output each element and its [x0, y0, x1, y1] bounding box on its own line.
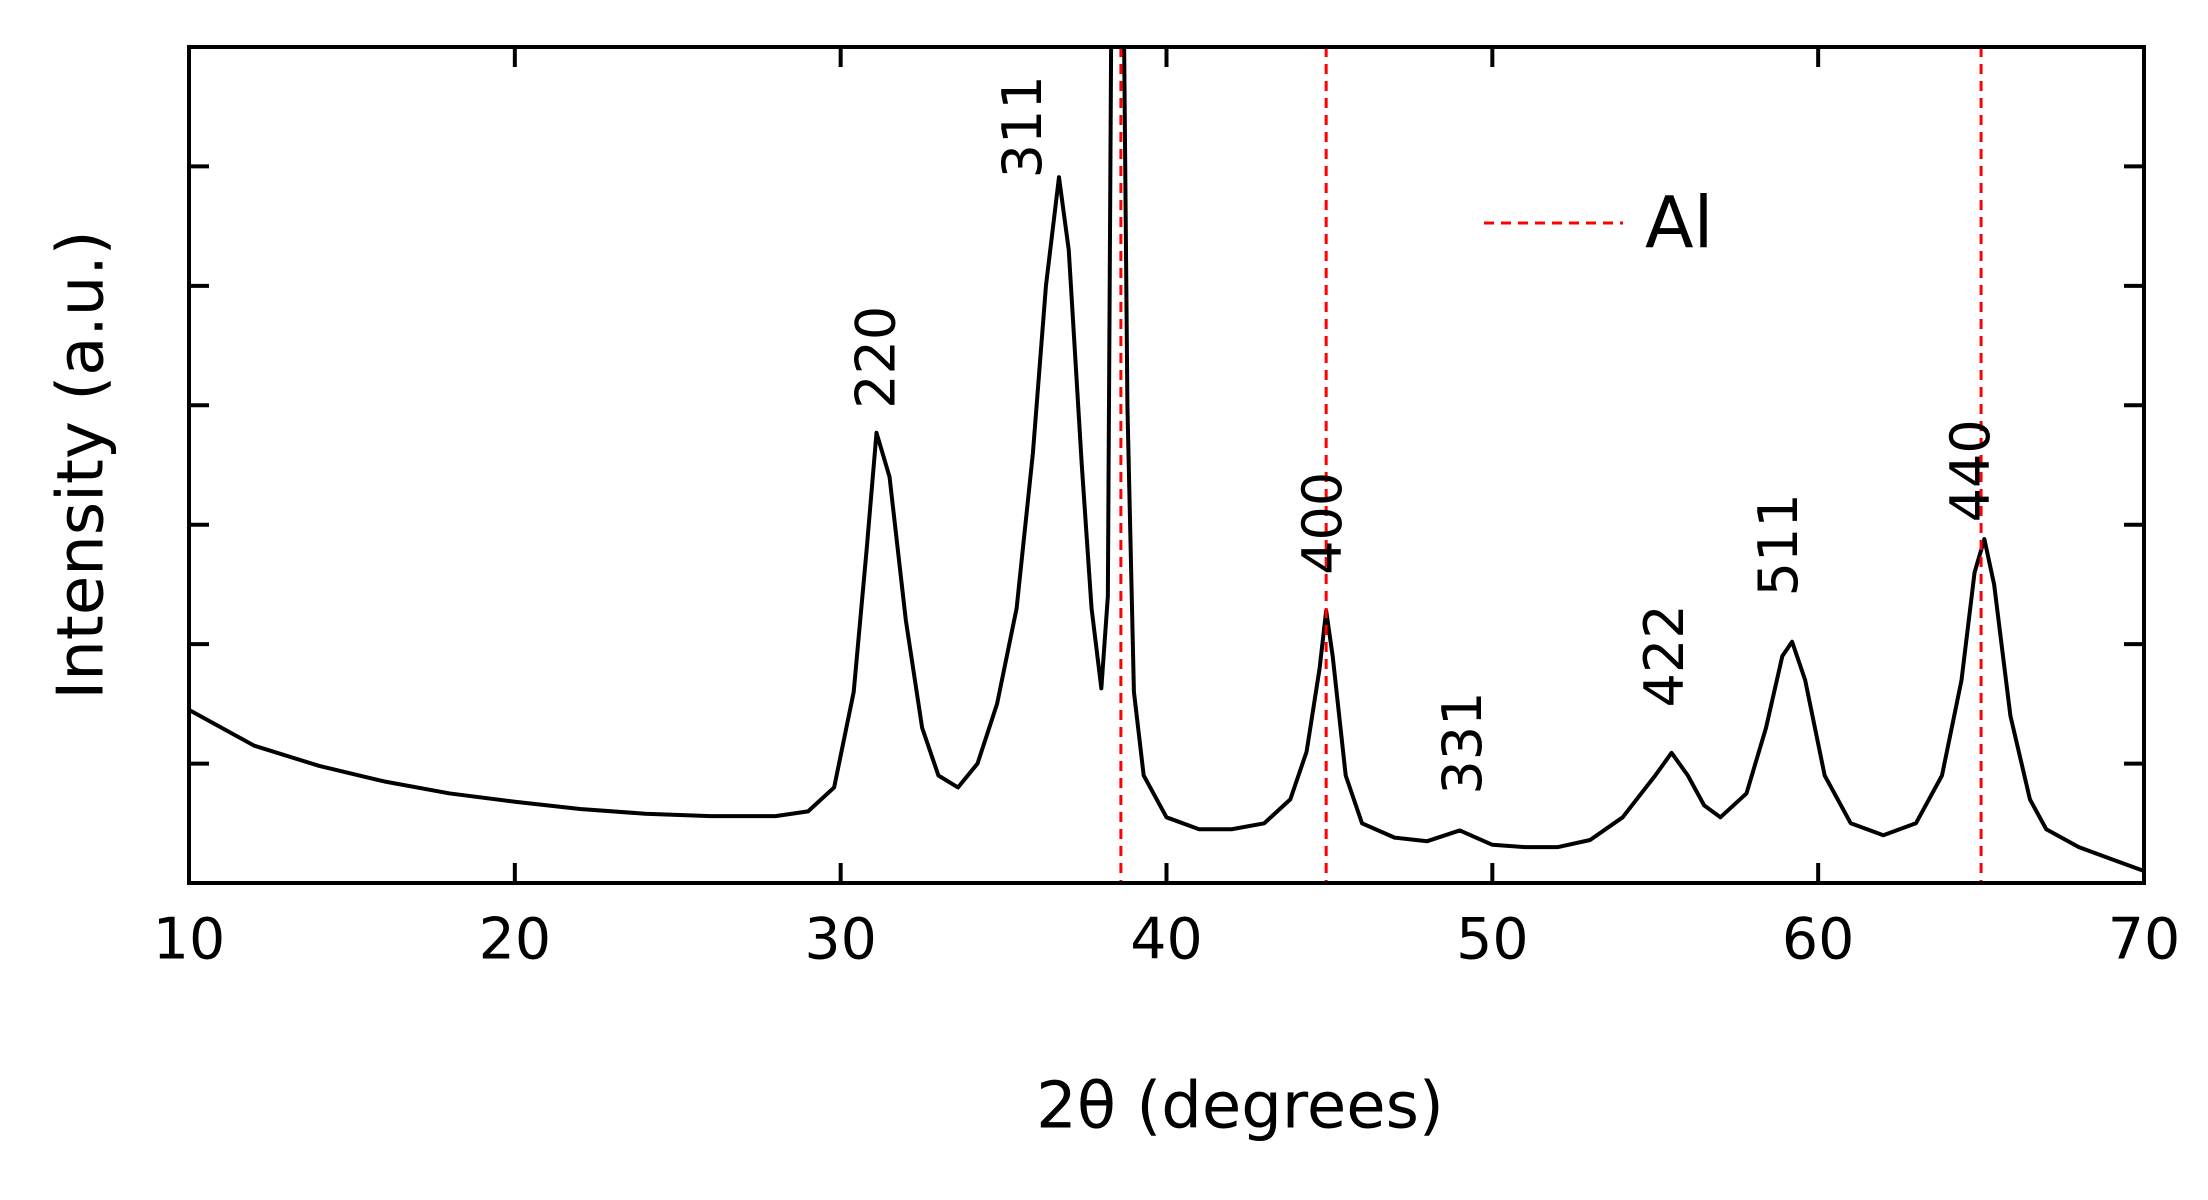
- legend-label: Al: [1645, 182, 1713, 265]
- x-tick-label: 50: [1456, 907, 1529, 973]
- x-axis-title: 2θ (degrees): [1036, 1070, 1444, 1144]
- x-tick-label: 60: [1782, 907, 1855, 973]
- peak-label: 331: [1431, 692, 1494, 795]
- peak-label: 220: [844, 306, 907, 409]
- peak-label: 400: [1291, 472, 1354, 575]
- peak-label: 422: [1633, 604, 1696, 707]
- x-tick-label: 20: [479, 907, 552, 973]
- x-tick-label: 40: [1130, 907, 1203, 973]
- peak-label: 440: [1939, 419, 2002, 522]
- peak-label: 311: [991, 75, 1054, 178]
- y-axis-title: Intensity (a.u.): [45, 230, 119, 699]
- x-tick-label: 70: [2108, 907, 2181, 973]
- peak-label: 511: [1747, 493, 1810, 596]
- plot-frame: [187, 45, 2146, 885]
- x-tick-label: 30: [804, 907, 877, 973]
- x-tick-label: 10: [153, 907, 226, 973]
- xrd-line: [188, 45, 2145, 873]
